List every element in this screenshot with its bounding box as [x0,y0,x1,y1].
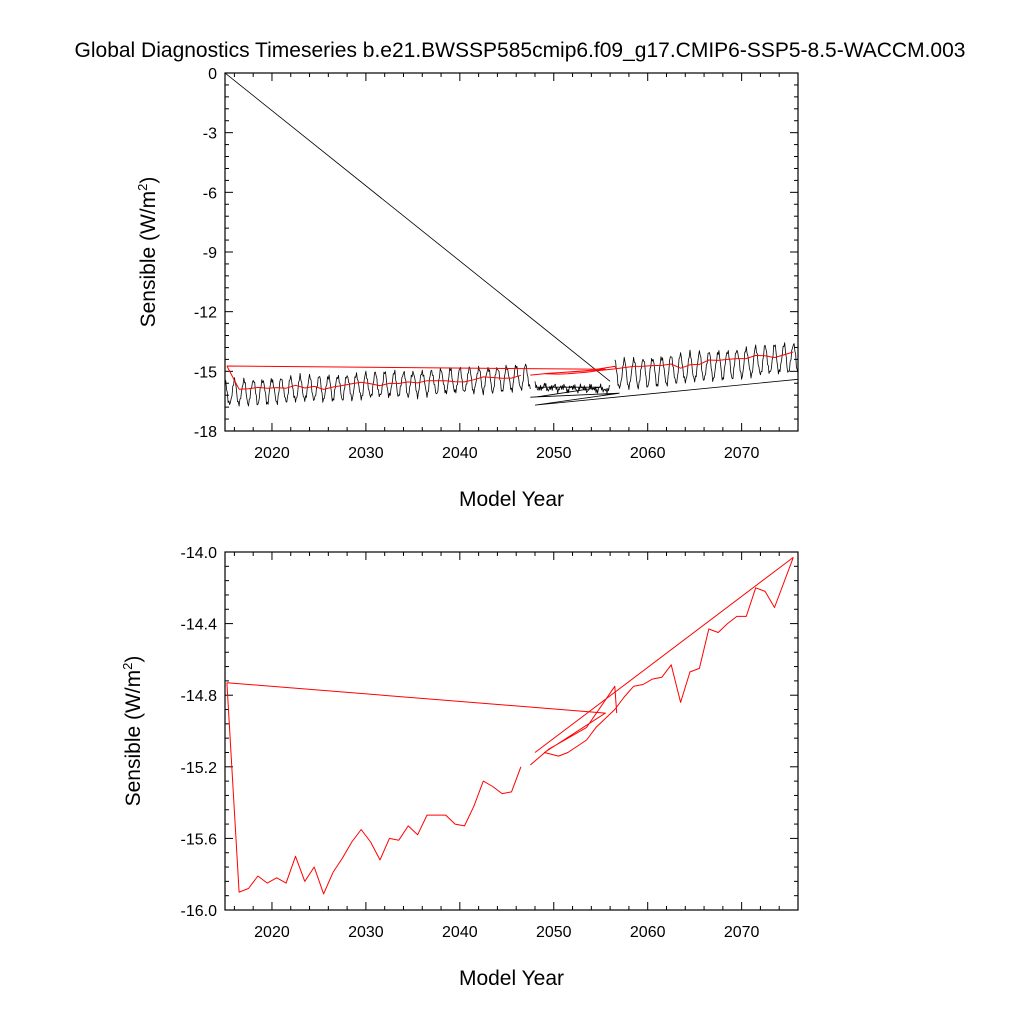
chart1.x-tick-label-2: 2040 [442,924,478,941]
chart-panel-top: 2020 2030 2040 2050 2060 2070 0 -3 -6 -9 -12 -15 -18… [135,66,799,511]
chart0.y-tick-label-3: -9 [203,245,217,262]
chart0.series-line-1 [226,351,794,390]
chart0.y-tick-label-6: -18 [194,424,217,441]
chart0.x-tick-label-3: 2050 [536,445,572,462]
chart0.y-axis-label: Sensible (W/m2) [135,177,160,328]
chart-panel-bottom: 2020 2030 2040 2050 2060 2070 -14.0 -14.4 -14.8 -… [120,545,799,990]
chart1.y-tick-label-4: -15.6 [181,831,218,848]
chart0.series-line-0 [225,73,798,407]
chart0.x-tick-label-5: 2070 [724,445,760,462]
chart1.x-tick-label-0: 2020 [254,924,290,941]
chart1.y-tick-label-5: -16.0 [181,903,218,920]
chart1.y-tick-label-3: -15.2 [181,760,218,777]
chart0.y-tick-label-0: 0 [208,66,217,83]
chart1.y-tick-label-0: -14.0 [181,545,218,562]
chart1.y-axis-label: Sensible (W/m2) [120,656,145,807]
chart1.x-tick-label-3: 2050 [536,924,572,941]
chart1.x-axis-label: Model Year [459,967,564,990]
figure-title: Global Diagnostics Timeseries b.e21.BWSS… [75,39,966,62]
chart0.y-tick-label-2: -6 [203,185,217,202]
chart1.x-tick-label-5: 2070 [724,924,760,941]
chart1.series-line-1 [534,557,794,753]
chart1.y-tick-label-1: -14.4 [181,617,218,634]
chart1.plot-frame [224,551,799,911]
chart1.x-tick-label-1: 2030 [348,924,384,941]
chart0.y-tick-label-1: -3 [203,126,217,143]
chart0.series-group [225,73,798,407]
chart0.x-tick-label-1: 2030 [348,445,384,462]
chart0.x-axis-label: Model Year [459,488,564,511]
chart0.y-tick-label-4: -12 [194,305,217,322]
chart1.x-tick-label-4: 2060 [630,924,666,941]
chart0.x-tick-label-2: 2040 [442,445,478,462]
chart0.x-tick-label-4: 2060 [630,445,666,462]
chart0.x-tick-label-0: 2020 [254,445,290,462]
chart1.y-tick-label-2: -14.8 [181,688,218,705]
chart0.y-tick-label-5: -15 [194,364,217,381]
chart1.series-group [226,557,794,895]
chart1.series-line-0 [226,557,794,895]
